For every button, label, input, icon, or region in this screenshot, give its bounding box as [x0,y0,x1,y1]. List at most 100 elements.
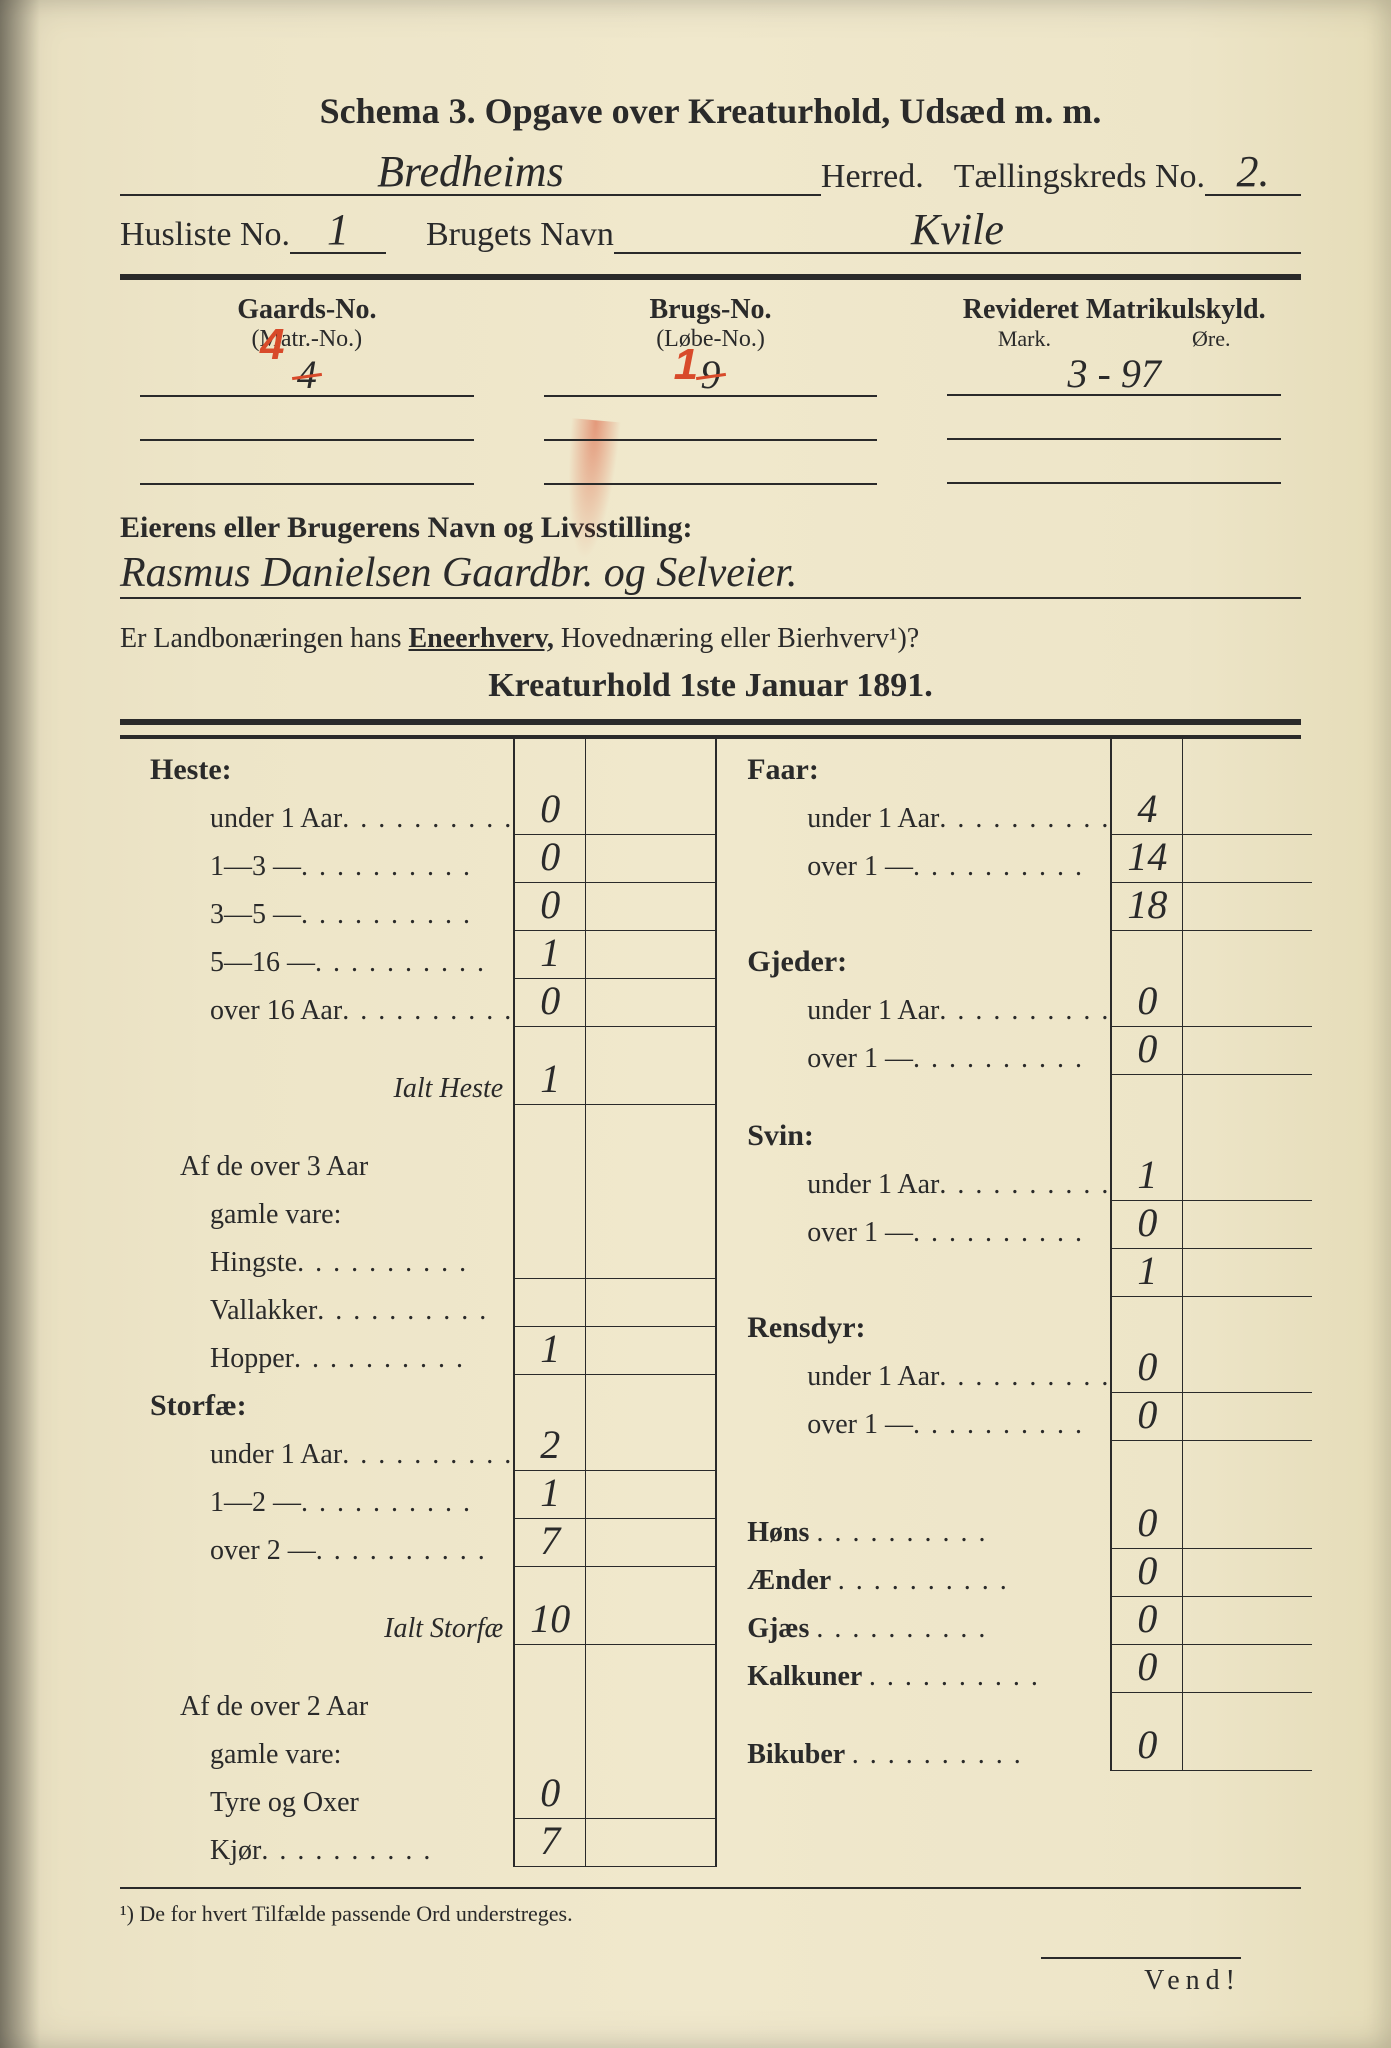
row-label: 5—16 — [150,947,513,979]
mark-label: Mark. [998,326,1051,352]
value-cell [515,1231,586,1279]
blank-cell [1183,883,1312,931]
data-row: under 1 Aar4 [717,787,1312,835]
data-row: 1—2 —1 [120,1471,715,1519]
blank-cell [586,1675,715,1723]
row-label: over 1 — [747,1217,1110,1249]
row-cells [513,1567,715,1597]
data-row: gamle vare: [120,1183,715,1231]
row-cells: 0 [513,883,715,931]
gaards-red: 4 [260,325,284,365]
blank-cell [1183,1471,1312,1501]
data-row [717,1471,1312,1501]
blank-cell [1183,835,1312,883]
value-cell [515,1675,586,1723]
husliste-label: Husliste No. [120,216,290,254]
row-label: under 1 Aar [150,803,513,835]
row-label: over 16 Aar [150,995,513,1027]
row-label: Bikuber [747,1739,1110,1771]
value-cell: 0 [1112,1723,1183,1771]
blank-cell [1183,1393,1312,1441]
row-cells: 14 [1110,835,1312,883]
data-row: over 16 Aar0 [120,979,715,1027]
row-cells: 1 [513,1327,715,1375]
row-cells: 0 [513,1771,715,1819]
value-cell [515,1723,586,1771]
row-cells: 18 [1110,883,1312,931]
blank-cell [1183,1153,1312,1201]
brugs-red: 1 [674,345,698,385]
data-row: Høns 0 [717,1501,1312,1549]
row-cells: 1 [513,931,715,979]
question-a: Er Landbonæringen hans [120,623,409,654]
row-cells [513,1675,715,1723]
gaards-slot2 [140,399,474,441]
data-row [120,1645,715,1675]
blank-cell [1183,979,1312,1027]
value-cell: 14 [1112,835,1183,883]
row-cells [1110,1105,1312,1153]
herred-label: Herred. [821,158,924,196]
row-cells: 1 [1110,1249,1312,1297]
value-cell: 0 [1112,1345,1183,1393]
row-cells [1110,1441,1312,1471]
blank-cell [1183,1501,1312,1549]
row-label: 3—5 — [150,899,513,931]
row-label: Ialt Heste [150,1073,513,1105]
value-cell: 0 [1112,1597,1183,1645]
row-label: under 1 Aar [150,1439,513,1471]
row-label: Rensdyr: [747,1311,1110,1345]
row-cells: 0 [1110,1597,1312,1645]
row-cells [513,1105,715,1135]
row-cells [1110,1693,1312,1723]
data-row [120,1567,715,1597]
data-row: under 1 Aar0 [717,1345,1312,1393]
data-row: over 1 —0 [717,1027,1312,1075]
row-label: 1—2 — [150,1487,513,1519]
value-cell: 0 [515,979,586,1027]
row-cells [513,739,715,787]
row-cells [1110,1471,1312,1501]
blank-cell [1183,1075,1312,1105]
value-cell [515,1279,586,1327]
blank-cell [586,1027,715,1057]
row-cells: 0 [513,979,715,1027]
blank-cell [1183,739,1312,787]
blank-cell [586,979,715,1027]
row-label: 1—3 — [150,851,513,883]
value-cell [515,739,586,787]
data-row: under 1 Aar0 [717,979,1312,1027]
blank-cell [1183,1597,1312,1645]
value-cell [515,1567,586,1597]
row-label: Svin: [747,1119,1110,1153]
blank-cell [586,931,715,979]
row-cells: 0 [1110,1201,1312,1249]
data-row: Hopper1 [120,1327,715,1375]
right-column: Faar:under 1 Aar4over 1 —1418Gjeder:unde… [717,739,1312,1867]
data-row [120,1105,715,1135]
data-row: Hingste [120,1231,715,1279]
row-label: gamle vare: [150,1739,513,1771]
value-cell: 0 [515,883,586,931]
blank-cell [586,1519,715,1567]
value-cell [515,1183,586,1231]
data-row: gamle vare: [120,1723,715,1771]
data-row: 5—16 —1 [120,931,715,979]
row-label: over 2 — [150,1535,513,1567]
kreatur-title: Kreaturhold 1ste Januar 1891. [120,667,1301,705]
value-cell: 1 [1112,1153,1183,1201]
brugs-val: 9 1 [544,355,878,397]
data-row: Ialt Heste1 [120,1057,715,1105]
blank-cell [586,1471,715,1519]
value-cell: 2 [515,1423,586,1471]
brugs-sub: (Løbe-No.) [524,326,898,353]
row-cells [513,1279,715,1327]
blank-cell [1183,1345,1312,1393]
data-row: under 1 Aar1 [717,1153,1312,1201]
value-cell: 10 [515,1597,586,1645]
blank-cell [1183,1693,1312,1723]
revid-val: 3 - 97 [947,354,1281,396]
blank-cell [1183,1723,1312,1771]
value-cell: 0 [515,835,586,883]
value-cell: 18 [1112,883,1183,931]
